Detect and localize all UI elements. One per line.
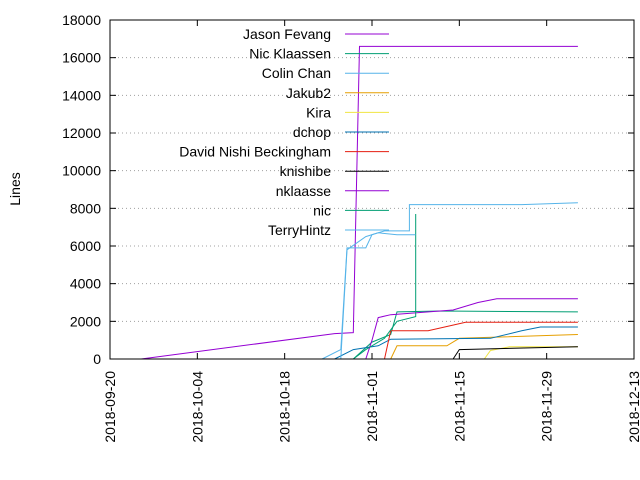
- series-line: [340, 232, 416, 360]
- series-line: [390, 334, 578, 360]
- series-line: [352, 310, 578, 360]
- x-tick-label: 2018-12-13: [626, 371, 640, 443]
- y-tick-label: 18000: [62, 12, 101, 28]
- y-axis-label: Lines: [7, 172, 23, 205]
- legend-label: Jakub2: [286, 85, 331, 101]
- y-tick-label: 4000: [70, 276, 101, 292]
- series-line: [352, 214, 417, 360]
- x-tick-label: 2018-10-18: [277, 371, 293, 443]
- y-axis: 0 2000 4000 6000 8000 10000 12000 14000 16000 180…: [62, 12, 634, 367]
- y-tick-label: 0: [93, 351, 101, 367]
- series-line: [334, 326, 578, 360]
- series-line: [452, 346, 578, 360]
- legend-label: Jason Fevang: [243, 26, 331, 42]
- y-tick-label: 14000: [62, 87, 101, 103]
- series-line: [141, 45, 578, 360]
- series-line: [365, 298, 578, 360]
- y-tick-label: 10000: [62, 163, 101, 179]
- legend-label: TerryHintz: [268, 222, 331, 238]
- x-tick-label: 2018-10-04: [189, 371, 205, 443]
- legend-label: dchop: [293, 124, 331, 140]
- x-tick-label: 2018-11-29: [539, 371, 555, 442]
- legend: Jason Fevang Nic Klaassen Colin Chan Jakub2…: [179, 26, 389, 238]
- legend-label: nklaasse: [276, 183, 331, 199]
- legend-label: nic: [313, 202, 331, 218]
- plot-frame: [109, 19, 635, 360]
- grid-lines: [110, 57, 634, 322]
- series-line: [384, 321, 578, 360]
- legend-label: knishibe: [280, 163, 332, 179]
- x-tick-label: 2018-11-15: [451, 371, 467, 442]
- x-tick-label: 2018-09-20: [102, 371, 118, 443]
- x-tick-label: 2018-11-01: [364, 371, 380, 442]
- legend-label: Kira: [306, 104, 331, 120]
- legend-label: David Nishi Beckingham: [179, 144, 331, 160]
- series-layer: [141, 45, 578, 360]
- y-tick-label: 2000: [70, 313, 101, 329]
- legend-label: Nic Klaassen: [249, 46, 331, 62]
- y-tick-label: 16000: [62, 50, 101, 66]
- y-tick-label: 6000: [70, 238, 101, 254]
- y-tick-label: 12000: [62, 125, 101, 141]
- x-axis: 2018-09-20 2018-10-04 2018-10-18 2018-11-01…: [102, 20, 640, 443]
- legend-label: Colin Chan: [262, 65, 331, 81]
- y-tick-label: 8000: [70, 200, 101, 216]
